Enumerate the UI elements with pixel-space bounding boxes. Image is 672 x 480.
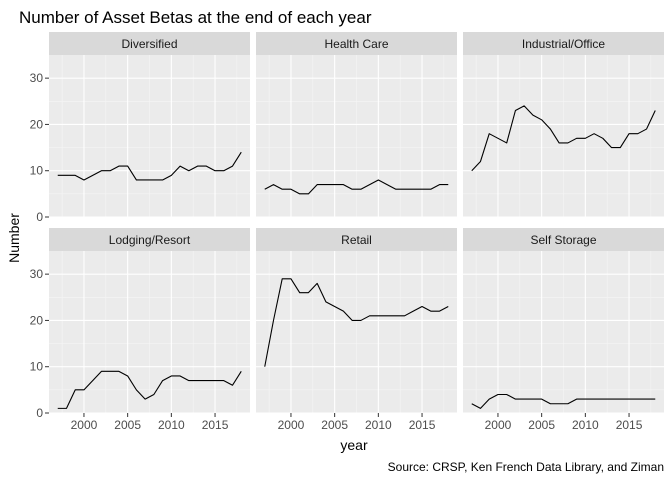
series-line [264,278,449,367]
series-line [264,179,449,195]
x-tick-label: 2005 [528,418,555,432]
x-tick-label: 2010 [158,418,185,432]
series-line [471,105,656,172]
y-tick-label: 30 [30,267,44,281]
x-tick-label: 2000 [71,418,98,432]
facet-strip [256,228,457,251]
facet-strip-label: Diversified [121,37,177,51]
x-tick-label: 2000 [278,418,305,432]
series-line [57,370,242,409]
facet-strip-label: Health Care [324,37,388,51]
x-tick-label: 2015 [616,418,643,432]
y-tick-label: 0 [36,210,43,224]
chart-caption: Source: CRSP, Ken French Data Library, a… [388,460,664,474]
x-tick-label: 2015 [409,418,436,432]
x-tick-label: 2010 [365,418,392,432]
facets: Diversified Health Care Industrial/Office L… [49,32,664,414]
y-tick-label: 20 [30,313,44,327]
facet-strip-label: Self Storage [530,233,596,247]
facet-strip [49,228,250,251]
facet-strip [463,32,664,55]
facet-panel: Retail [256,228,457,414]
x-axis-label: year [340,437,368,453]
facet-strip [256,32,457,55]
y-tick-label: 0 [36,406,43,420]
y-tick-label: 10 [30,360,44,374]
y-tick-label: 20 [30,117,44,131]
facet-strip-label: Lodging/Resort [109,233,191,247]
facet-strip [49,32,250,55]
x-tick-label: 2005 [321,418,348,432]
y-tick-label: 30 [30,71,44,85]
facet-panel: Diversified [49,32,250,218]
y-axis-label: Number [6,213,22,263]
facet-panel: Industrial/Office [463,32,664,218]
y-tick-label: 10 [30,164,44,178]
x-tick-label: 2005 [114,418,141,432]
series-line [57,151,242,181]
chart-title: Number of Asset Betas at the end of each… [19,8,372,27]
facet-strip-label: Retail [341,233,372,247]
facet-panel: Self Storage [463,228,664,414]
x-tick-label: 2015 [202,418,229,432]
x-tick-label: 2010 [572,418,599,432]
series-line [471,393,656,409]
x-axis-ticks: 2000 2005 2010 2015 2000 2005 2010 2015 2000 2005… [71,413,643,432]
y-axis-ticks: 0 10 20 30 0 10 20 30 [30,71,49,420]
facet-panel: Lodging/Resort [49,228,250,414]
x-tick-label: 2000 [485,418,512,432]
facet-panel: Health Care [256,32,457,218]
facet-strip [463,228,664,251]
facet-strip-label: Industrial/Office [522,37,605,51]
